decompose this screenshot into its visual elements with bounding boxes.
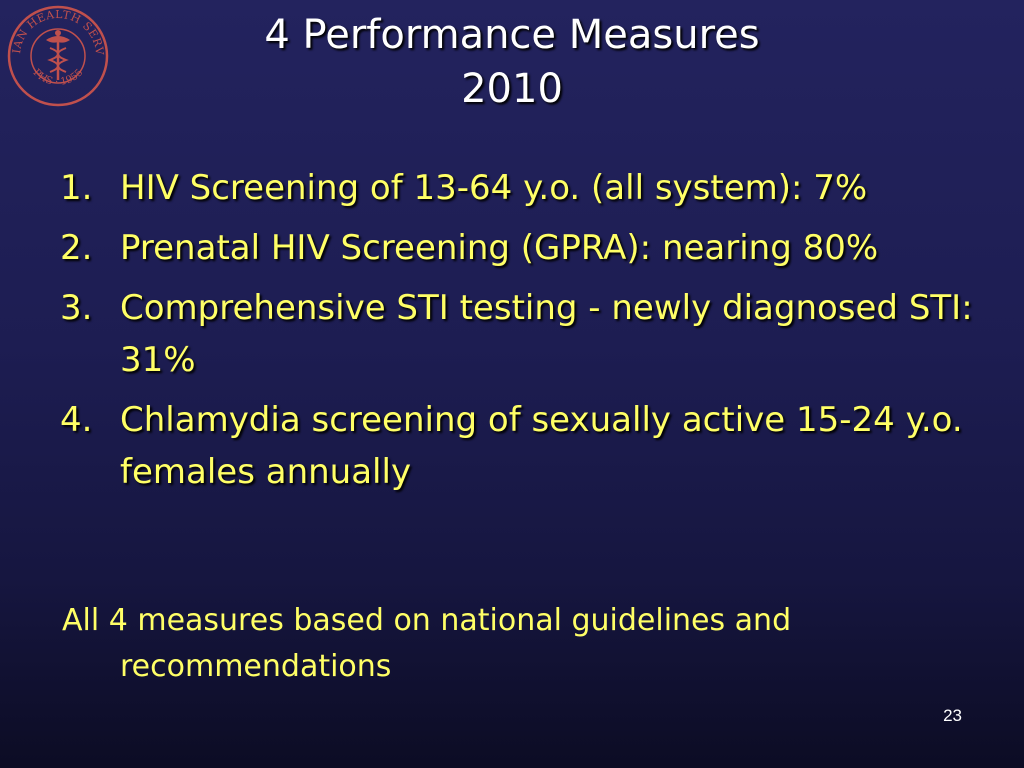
footnote: All 4 measures based on national guideli… xyxy=(62,603,792,684)
list-item-number: 1. xyxy=(60,168,93,208)
indian-health-service-seal-icon: INDIAN HEALTH SERVICE PHS · 1955 xyxy=(6,4,109,107)
list-item: 2. Prenatal HIV Screening (GPRA): nearin… xyxy=(60,222,980,274)
list-item-number: 2. xyxy=(60,228,93,268)
list-item-text: Comprehensive STI testing - newly diagno… xyxy=(120,288,973,380)
list-item-number: 3. xyxy=(60,288,93,328)
slide-title-line2: 2010 xyxy=(461,66,563,112)
list-item: 3. Comprehensive STI testing - newly dia… xyxy=(60,282,980,386)
list-item-text: Prenatal HIV Screening (GPRA): nearing 8… xyxy=(120,228,879,268)
page-number: 23 xyxy=(943,706,962,725)
list-item: 4. Chlamydia screening of sexually activ… xyxy=(60,394,980,498)
list-item-text: Chlamydia screening of sexually active 1… xyxy=(120,400,963,492)
measures-list: 1. HIV Screening of 13-64 y.o. (all syst… xyxy=(60,162,980,506)
list-item-number: 4. xyxy=(60,400,93,440)
slide-title: 4 Performance Measures 2010 xyxy=(0,8,1024,116)
slide-title-line1: 4 Performance Measures xyxy=(264,12,760,58)
list-item-text: HIV Screening of 13-64 y.o. (all system)… xyxy=(120,168,868,208)
list-item: 1. HIV Screening of 13-64 y.o. (all syst… xyxy=(60,162,980,214)
